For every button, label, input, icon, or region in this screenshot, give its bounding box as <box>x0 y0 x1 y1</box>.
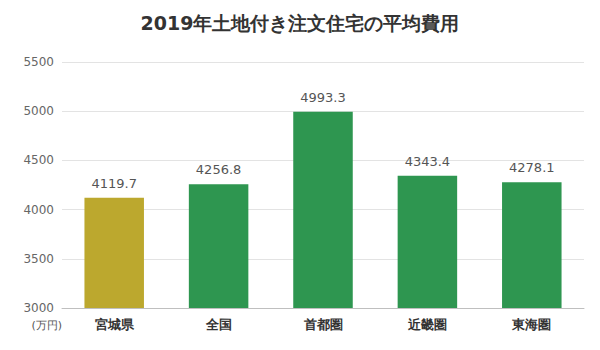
svg-text:4119.7: 4119.7 <box>91 176 137 191</box>
svg-text:4343.4: 4343.4 <box>405 154 451 169</box>
svg-text:3000: 3000 <box>23 301 54 315</box>
svg-text:近畿圏: 近畿圏 <box>407 317 447 332</box>
svg-text:5000: 5000 <box>23 104 54 118</box>
svg-text:首都圏: 首都圏 <box>303 317 343 332</box>
svg-text:2019年土地付き注文住宅の平均費用: 2019年土地付き注文住宅の平均費用 <box>141 12 460 34</box>
svg-text:4500: 4500 <box>23 153 54 167</box>
svg-text:3500: 3500 <box>23 252 54 266</box>
svg-text:宮城県: 宮城県 <box>95 317 135 332</box>
svg-text:(万円): (万円) <box>31 319 62 332</box>
svg-text:全国: 全国 <box>205 317 232 332</box>
svg-text:東海圏: 東海圏 <box>511 317 551 332</box>
svg-text:4000: 4000 <box>23 203 54 217</box>
svg-text:4278.1: 4278.1 <box>509 160 555 175</box>
svg-text:4993.3: 4993.3 <box>300 90 346 105</box>
svg-text:4256.8: 4256.8 <box>196 162 242 177</box>
svg-text:5500: 5500 <box>23 55 54 69</box>
